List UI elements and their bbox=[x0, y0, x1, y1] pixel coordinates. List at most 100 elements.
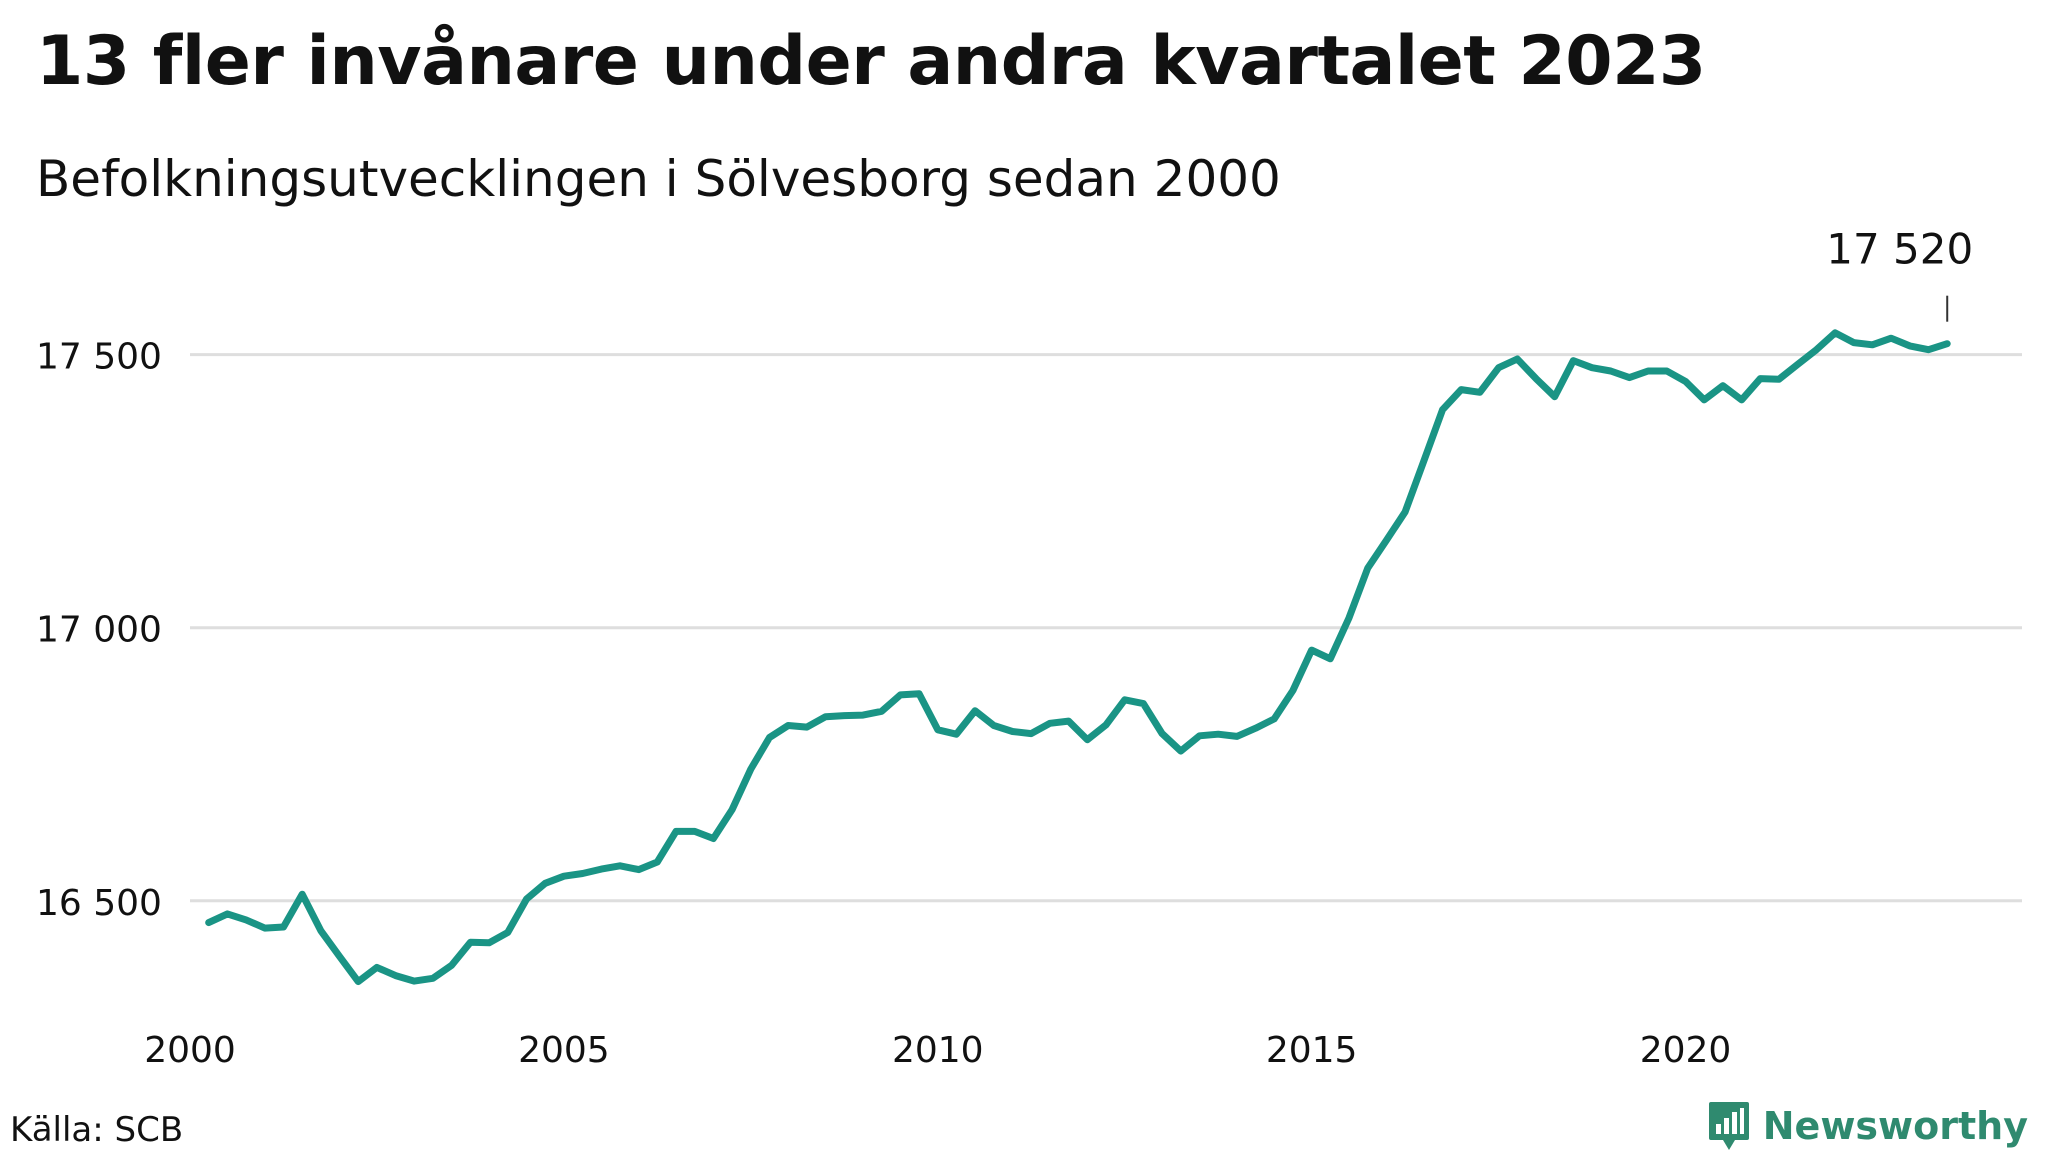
data-point bbox=[1327, 656, 1333, 662]
data-point bbox=[598, 866, 604, 872]
data-point bbox=[206, 920, 212, 926]
data-point bbox=[486, 940, 492, 946]
data-point bbox=[299, 891, 305, 897]
data-point bbox=[374, 964, 380, 970]
data-point bbox=[1589, 365, 1595, 371]
data-point bbox=[1421, 458, 1427, 464]
data-point bbox=[1477, 389, 1483, 395]
data-point bbox=[580, 870, 586, 876]
data-point bbox=[1888, 335, 1894, 341]
y-tick-label: 17 500 bbox=[36, 337, 162, 378]
data-point bbox=[561, 873, 567, 879]
data-point bbox=[972, 708, 978, 714]
data-point bbox=[1253, 725, 1259, 731]
source-note: Källa: SCB bbox=[10, 1110, 184, 1150]
data-point bbox=[1926, 347, 1932, 353]
data-point bbox=[280, 924, 286, 930]
data-point bbox=[355, 979, 361, 985]
y-tick-label: 17 000 bbox=[36, 610, 162, 651]
data-point bbox=[467, 939, 473, 945]
newsworthy-logo-icon bbox=[1708, 1102, 1749, 1150]
data-point bbox=[1795, 361, 1801, 367]
gridlines bbox=[190, 353, 2022, 903]
x-axis-ticks: 2000 2005 2010 2015 2020 bbox=[144, 1030, 1731, 1071]
data-point bbox=[897, 692, 903, 698]
data-point bbox=[1608, 368, 1614, 374]
data-point bbox=[1028, 731, 1034, 737]
data-point bbox=[1645, 368, 1651, 374]
data-point bbox=[636, 867, 642, 873]
y-axis-ticks: 16 500 17 000 17 500 bbox=[36, 337, 162, 924]
data-point bbox=[337, 953, 343, 959]
data-point bbox=[411, 978, 417, 984]
data-point bbox=[1178, 748, 1184, 754]
data-point bbox=[1047, 720, 1053, 726]
data-point bbox=[393, 973, 399, 979]
data-point bbox=[935, 727, 941, 733]
data-point bbox=[523, 896, 529, 902]
data-point bbox=[1907, 343, 1913, 349]
data-point bbox=[1570, 358, 1576, 364]
annotation-layer: 17 520 bbox=[1826, 225, 1973, 322]
data-point bbox=[1701, 397, 1707, 403]
x-tick-label: 2005 bbox=[518, 1030, 610, 1071]
data-point bbox=[1869, 342, 1875, 348]
data-point bbox=[1496, 365, 1502, 371]
data-point bbox=[505, 929, 511, 935]
data-point bbox=[953, 731, 959, 737]
series-layer bbox=[205, 329, 1951, 986]
data-point bbox=[1103, 722, 1109, 728]
y-tick-label: 16 500 bbox=[36, 883, 162, 924]
data-point bbox=[1813, 347, 1819, 353]
data-point bbox=[1552, 394, 1558, 400]
data-point bbox=[243, 917, 249, 923]
data-point bbox=[729, 807, 735, 813]
x-tick-label: 2020 bbox=[1640, 1030, 1732, 1071]
data-point bbox=[785, 722, 791, 728]
data-point bbox=[1851, 340, 1857, 346]
data-point bbox=[1234, 733, 1240, 739]
data-point bbox=[692, 828, 698, 834]
data-point bbox=[617, 863, 623, 869]
data-point bbox=[262, 925, 268, 931]
data-point bbox=[1683, 378, 1689, 384]
brand-logo[interactable]: Newsworthy bbox=[1707, 1100, 2028, 1152]
data-point bbox=[1122, 697, 1128, 703]
data-point bbox=[1664, 368, 1670, 374]
data-point bbox=[841, 713, 847, 719]
data-point bbox=[1514, 356, 1520, 362]
data-point bbox=[1271, 716, 1277, 722]
data-point bbox=[767, 734, 773, 740]
data-point bbox=[1010, 728, 1016, 734]
data-point bbox=[1383, 537, 1389, 543]
data-point bbox=[1757, 376, 1763, 382]
data-point bbox=[748, 766, 754, 772]
data-point bbox=[1140, 701, 1146, 707]
data-point bbox=[673, 828, 679, 834]
data-point bbox=[654, 859, 660, 865]
end-value-label: 17 520 bbox=[1826, 225, 1973, 274]
series-line bbox=[205, 329, 1951, 986]
data-point bbox=[1066, 718, 1072, 724]
data-point bbox=[1215, 731, 1221, 737]
data-point bbox=[804, 724, 810, 730]
data-point bbox=[1084, 737, 1090, 743]
brand-name: Newsworthy bbox=[1762, 1104, 2028, 1148]
data-point bbox=[1720, 383, 1726, 389]
data-point bbox=[430, 975, 436, 981]
data-point bbox=[449, 962, 455, 968]
data-point bbox=[1458, 387, 1464, 393]
data-point bbox=[1439, 407, 1445, 413]
data-point bbox=[1196, 733, 1202, 739]
x-tick-label: 2010 bbox=[892, 1030, 984, 1071]
data-point bbox=[1159, 731, 1165, 737]
data-point bbox=[1944, 341, 1950, 347]
chart-title: 13 fler invånare under andra kvartalet 2… bbox=[36, 22, 1706, 101]
data-point bbox=[1402, 509, 1408, 515]
x-tick-label: 2000 bbox=[144, 1030, 236, 1071]
data-point bbox=[823, 714, 829, 720]
data-point bbox=[1309, 647, 1315, 653]
data-point bbox=[1739, 397, 1745, 403]
data-point bbox=[879, 708, 885, 714]
